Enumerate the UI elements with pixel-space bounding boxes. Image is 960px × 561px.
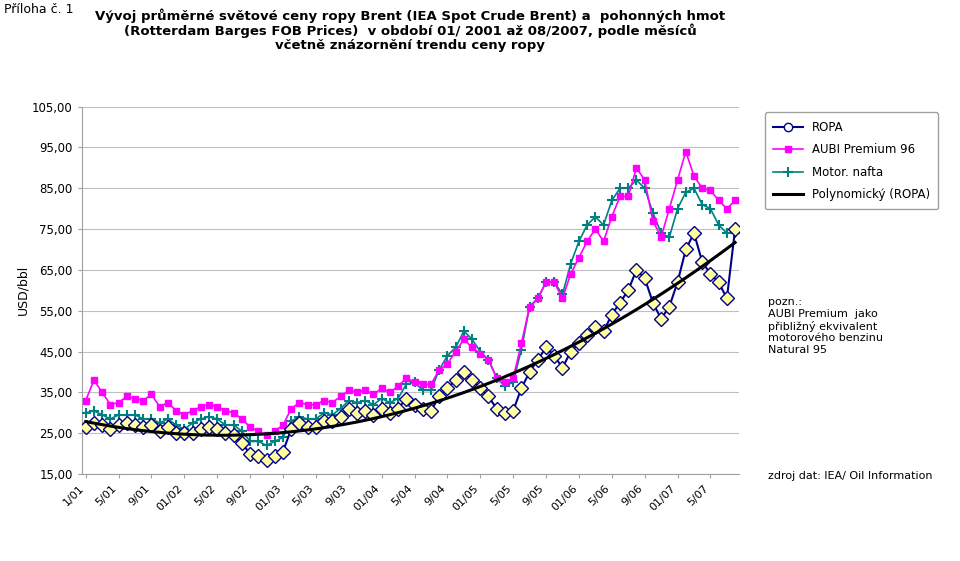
Legend: ROPA, AUBI Premium 96, Motor. nafta, Polynomický (ROPA): ROPA, AUBI Premium 96, Motor. nafta, Pol… <box>765 113 939 209</box>
Text: pozn.:
AUBI Premium  jako
přibližný ekvivalent
motorového benzinu
Natural 95: pozn.: AUBI Premium jako přibližný ekviv… <box>768 297 883 355</box>
Y-axis label: USD/bbl: USD/bbl <box>16 265 29 315</box>
Text: Příloha č. 1: Příloha č. 1 <box>4 3 73 16</box>
Text: (Rotterdam Barges FOB Prices)  v období 01/ 2001 až 08/2007, podle měsíců: (Rotterdam Barges FOB Prices) v období 0… <box>124 24 697 38</box>
Text: Vývoj průměrné světové ceny ropy Brent (IEA Spot Crude Brent) a  pohonných hmot: Vývoj průměrné světové ceny ropy Brent (… <box>95 8 726 23</box>
Text: včetně znázornění trendu ceny ropy: včetně znázornění trendu ceny ropy <box>276 39 545 52</box>
Text: zdroj dat: IEA/ Oil Information: zdroj dat: IEA/ Oil Information <box>768 471 932 481</box>
